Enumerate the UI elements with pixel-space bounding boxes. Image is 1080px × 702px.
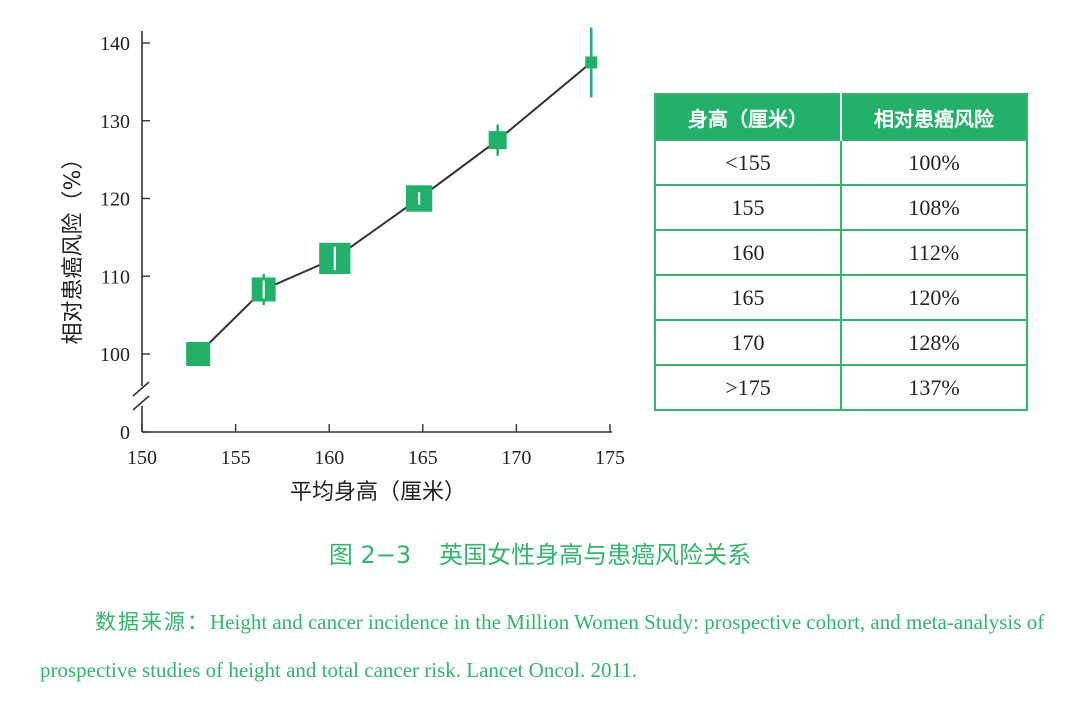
table-cell-height: 160	[654, 229, 842, 276]
table-cell-risk: 100%	[840, 139, 1028, 186]
figure-number: 图 2−3	[328, 541, 412, 569]
table-cell-height: 170	[654, 319, 842, 366]
table-cell-height: 155	[654, 184, 842, 231]
source-citation: Height and cancer incidence in the Milli…	[40, 610, 1045, 682]
y-tick-label: 100	[100, 344, 130, 366]
x-tick-label: 165	[408, 447, 438, 469]
table-cell-risk: 120%	[840, 274, 1028, 321]
table-row: 170 128%	[654, 319, 1028, 366]
axis-break-mark	[132, 381, 150, 397]
y-axis-title: 相对患癌风险（%）	[61, 148, 86, 345]
table-row: 160 112%	[654, 229, 1028, 276]
table-cell-height: >175	[654, 364, 842, 411]
data-source-note: 数据来源：Height and cancer incidence in the …	[40, 598, 1050, 694]
table-header-row: 身高（厘米） 相对患癌风险	[655, 94, 1027, 140]
series-line	[197, 61, 592, 355]
y-tick-label: 140	[100, 33, 130, 55]
x-tick-label: 155	[221, 447, 251, 469]
table-row: 165 120%	[654, 274, 1028, 321]
source-label: 数据来源：	[95, 610, 210, 634]
x-tick-label: 150	[127, 447, 157, 469]
x-tick-label: 160	[314, 447, 344, 469]
figure-caption: 图 2−3 英国女性身高与患癌风险关系	[0, 535, 1080, 570]
height-risk-chart: 150 155 160 165 170 175 0 100 110 120 130 140 平均身高（…	[61, 27, 625, 505]
table-cell-risk: 137%	[840, 364, 1028, 411]
x-tick-label: 175	[595, 447, 625, 469]
y-tick-label: 130	[100, 111, 130, 133]
height-risk-table: 身高（厘米） 相对患癌风险 <155 100% 155 108% 160 112% 1…	[654, 93, 1028, 411]
table-header-risk: 相对患癌风险	[841, 94, 1027, 140]
table-header-height: 身高（厘米）	[655, 94, 842, 140]
axis-break-mark	[132, 395, 150, 411]
y-tick-label: 0	[120, 422, 130, 444]
chart-series	[186, 27, 598, 366]
table-cell-height: <155	[654, 139, 842, 186]
figure-title: 英国女性身高与患癌风险关系	[439, 541, 752, 569]
x-tick-label: 170	[501, 447, 531, 469]
x-axis-title: 平均身高（厘米）	[290, 480, 466, 505]
y-tick-label: 120	[100, 189, 130, 211]
table-row: 155 108%	[654, 184, 1028, 231]
table-row: >175 137%	[654, 364, 1028, 411]
y-tick-label: 110	[101, 266, 130, 288]
table-cell-height: 165	[654, 274, 842, 321]
data-point	[488, 131, 507, 150]
chart-axes: 150 155 160 165 170 175 0 100 110 120 130 140	[100, 31, 625, 469]
table-row: <155 100%	[654, 139, 1028, 186]
table-cell-risk: 112%	[840, 229, 1028, 276]
table-cell-risk: 108%	[840, 184, 1028, 231]
table-cell-risk: 128%	[840, 319, 1028, 366]
data-point	[186, 342, 211, 366]
data-point	[585, 56, 598, 69]
